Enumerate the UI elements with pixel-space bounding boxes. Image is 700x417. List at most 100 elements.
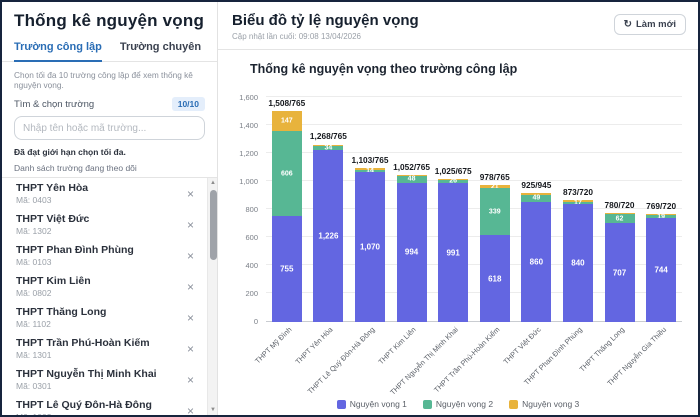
list-label: Danh sách trường đang theo dõi [14,163,137,173]
bar-segment[interactable] [521,192,552,195]
tab-truong-cong-lap[interactable]: Trường công lập [14,35,102,62]
bar-segment[interactable]: 1,226 [313,150,344,322]
gridline [266,124,682,125]
main-header: Biểu đồ tỷ lệ nguyện vọng Cập nhật lần c… [218,2,698,50]
bar-slot: 17 840 873/720 THPT Phan Đình Phùng [522,98,599,387]
main-panel: Biểu đồ tỷ lệ nguyện vọng Cập nhật lần c… [218,2,698,415]
search-input[interactable] [14,116,205,140]
chart-title: Thống kê nguyện vọng theo trường công lậ… [250,62,518,76]
legend-label: Nguyện vọng 3 [522,399,580,409]
stacked-bar[interactable]: 147 606 755 [271,110,302,322]
gridline [266,180,682,181]
y-tick-label: 400 [245,261,258,270]
school-code: Mã: 0301 [16,381,52,391]
stacked-bar[interactable]: 26 991 [438,178,469,322]
stacked-bar[interactable]: 62 707 [604,212,635,322]
bar-segment[interactable]: 755 [271,216,302,322]
bar-segment[interactable]: 991 [438,183,469,322]
bar-segment[interactable]: 744 [646,217,677,322]
bar-segment[interactable]: 48 [396,176,427,183]
legend-label: Nguyện vọng 1 [349,399,407,409]
bar-segment[interactable]: 147 [271,110,302,132]
gridline [266,264,682,265]
school-list-item: THPT Nguyễn Thị Minh Khai Mã: 0301 × [2,364,206,395]
school-code: Mã: 0403 [16,195,52,205]
remove-school-icon[interactable]: × [181,248,200,264]
bar-slot: 49 860 925/945 THPT Việt Đức [502,98,558,366]
segment-value-label: 840 [571,258,585,268]
bar-segment[interactable]: 1,070 [354,172,385,322]
bar-slot: 34 1,226 1,268/765 THPT Yên Hòa [294,98,350,366]
search-row: Tìm & chọn trường 10/10 [2,92,217,111]
bar-total-label: 1,268/765 [309,131,347,142]
bar-total-label: 1,052/765 [393,161,431,172]
stacked-bar[interactable]: 21 339 618 [479,183,510,322]
bar-segment[interactable] [396,174,427,177]
sidebar: Thống kê nguyện vọng Trường công lập Trư… [2,2,218,415]
bar-segment[interactable] [313,144,344,146]
scrollbar[interactable]: ▲ ▼ [207,178,217,415]
remove-school-icon[interactable]: × [181,341,200,357]
scrollbar-thumb[interactable] [209,190,217,260]
remove-school-icon[interactable]: × [181,403,200,416]
legend-item[interactable]: Nguyện vọng 3 [509,399,579,409]
bar-segment[interactable]: 339 [479,188,510,236]
gridline [266,96,682,97]
stacked-bar[interactable]: 34 1,226 [313,144,344,322]
bar-segment[interactable]: 860 [521,201,552,322]
y-tick-label: 200 [245,289,258,298]
school-list: THPT Yên Hòa Mã: 0403 × THPT Việt Đức Mã… [2,177,217,415]
stacked-bar[interactable]: 17 840 [562,199,593,322]
school-list-item: THPT Việt Đức Mã: 1302 × [2,209,206,240]
bar-total-label: 1,508/765 [268,97,306,108]
bar-segment[interactable]: 994 [396,182,427,322]
remove-school-icon[interactable]: × [181,372,200,388]
segment-value-label: 49 [532,194,541,202]
legend-item[interactable]: Nguyện vọng 1 [336,399,407,409]
bar-segment[interactable]: 49 [521,194,552,202]
tab-truong-chuyen[interactable]: Trường chuyên [119,41,202,53]
remove-school-icon[interactable]: × [181,310,200,326]
stacked-bar[interactable]: 48 994 [396,174,427,322]
school-code: Mã: 0802 [16,288,52,298]
school-list-item: THPT Trần Phú-Hoàn Kiếm Mã: 1301 × [2,333,206,364]
bar-segment[interactable]: 618 [479,235,510,322]
bar-segment[interactable]: 840 [562,204,593,322]
stacked-bar[interactable]: 19 744 [646,213,677,322]
scroll-up-icon[interactable]: ▲ [210,180,216,186]
bar-total-label: 769/720 [646,201,677,212]
legend-swatch-icon [509,399,519,409]
bar-segment[interactable] [604,212,635,215]
selection-count-badge: 10/10 [171,97,205,111]
remove-school-icon[interactable]: × [181,217,200,233]
segment-value-label: 618 [488,274,502,284]
bar-segment[interactable]: 606 [271,131,302,217]
y-tick-label: 1,600 [239,93,258,102]
refresh-button[interactable]: ↻ Làm mới [613,14,686,35]
bar-segment[interactable] [438,178,469,180]
remove-school-icon[interactable]: × [181,186,200,202]
gridline [266,208,682,209]
stacked-bar[interactable]: 141,070 [354,167,385,322]
segment-value-label: 707 [612,268,627,278]
x-tick-label: THPT Việt Đức [501,325,543,367]
bar-segment[interactable] [646,214,677,216]
segment-value-label: 606 [280,170,293,178]
bar-segment[interactable] [354,167,385,171]
y-tick-label: 1,200 [239,149,258,158]
school-name: THPT Phan Đình Phùng [16,244,134,256]
bar-segment[interactable] [562,199,593,203]
school-list-item: THPT Kim Liên Mã: 0802 × [2,271,206,302]
bar-segment[interactable]: 62 [604,214,635,224]
school-code: Mã: 1301 [16,350,52,360]
bar-segment[interactable]: 707 [604,223,635,322]
scroll-down-icon[interactable]: ▼ [210,407,216,413]
remove-school-icon[interactable]: × [181,279,200,295]
limit-warning: Đã đạt giới hạn chọn tối đa. [14,147,126,157]
bar-slot: 26 991 1,025/675 THPT Nguyễn Thị Minh Khai [388,98,474,397]
x-tick-label: THPT Mỹ Đình [252,325,294,366]
school-code: Mã: 1003 [16,412,152,415]
legend-item[interactable]: Nguyện vọng 2 [422,399,493,409]
school-code: Mã: 1102 [16,319,51,329]
stacked-bar[interactable]: 49 860 [521,192,552,322]
